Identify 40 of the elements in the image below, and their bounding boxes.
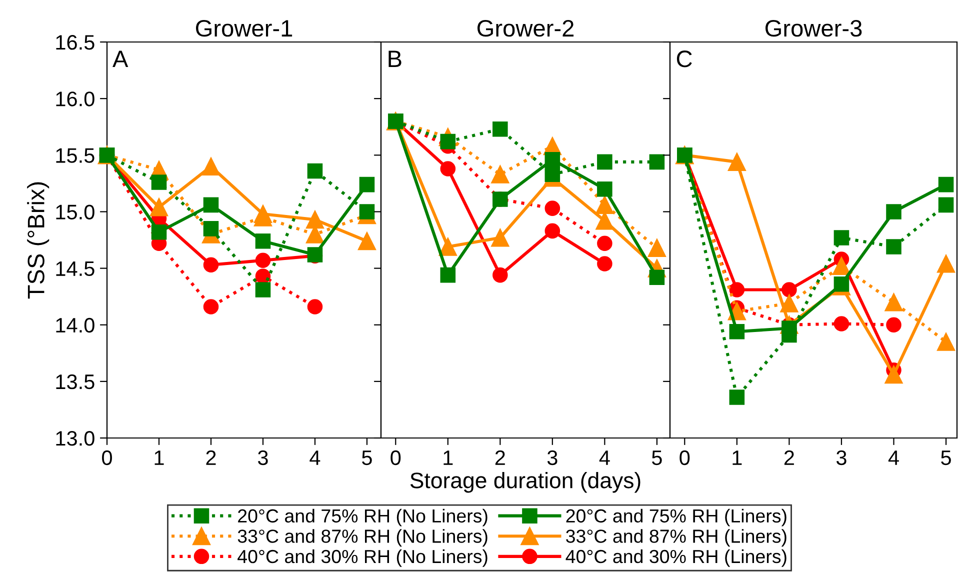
y-tick-label: 13.5 <box>56 374 94 390</box>
legend-label: 40°C and 30% RH (Liners) <box>566 549 786 567</box>
legend-label: 40°C and 30% RH (No Liners) <box>238 549 488 567</box>
y-tick-label: 14.5 <box>56 262 94 276</box>
x-tick-label: 2 <box>784 450 794 465</box>
y-tick-label: 13.0 <box>56 431 94 446</box>
x-tick-label: 3 <box>547 450 558 466</box>
legend-label: 33°C and 87% RH (Liners) <box>566 529 786 547</box>
y-tick-label: 16.5 <box>56 35 94 50</box>
legend-label: 20°C and 75% RH (Liners) <box>566 508 786 526</box>
legend-label: 33°C and 87% RH (No Liners) <box>238 529 488 547</box>
x-tick-label: 3 <box>836 450 846 466</box>
x-tick-label: 0 <box>390 450 401 466</box>
annotation: C <box>676 50 692 68</box>
x-tick-label: 4 <box>599 450 610 465</box>
x-tick-label: 5 <box>941 450 951 466</box>
chart-title: Grower-1 <box>196 20 292 37</box>
annotation: B <box>388 50 402 68</box>
x-tick-label: 4 <box>888 450 899 465</box>
chart-title: Grower-2 <box>477 20 574 37</box>
x-tick-label: 2 <box>206 450 216 465</box>
x-axis-title: Storage duration (days) <box>410 472 640 493</box>
y-axis-title: TSS (°Brix) <box>27 182 50 299</box>
x-tick-label: 0 <box>680 450 690 466</box>
y-tick-label: 14.0 <box>56 318 94 333</box>
x-tick-label: 1 <box>154 450 164 465</box>
x-tick-label: 5 <box>652 450 662 466</box>
legend-label: 20°C and 75% RH (No Liners) <box>238 508 488 526</box>
x-tick-label: 3 <box>258 450 268 466</box>
x-tick-label: 5 <box>362 450 372 466</box>
x-tick-label: 1 <box>444 450 453 465</box>
y-tick-label: 15.5 <box>56 148 94 163</box>
x-tick-label: 1 <box>732 450 742 465</box>
chart-title: Grower-3 <box>765 20 862 37</box>
x-tick-label: 0 <box>102 450 112 466</box>
x-tick-label: 2 <box>495 450 505 465</box>
x-tick-label: 4 <box>310 450 320 465</box>
y-tick-label: 15.0 <box>56 204 94 220</box>
annotation: A <box>112 50 128 68</box>
y-tick-label: 16.0 <box>56 92 94 106</box>
